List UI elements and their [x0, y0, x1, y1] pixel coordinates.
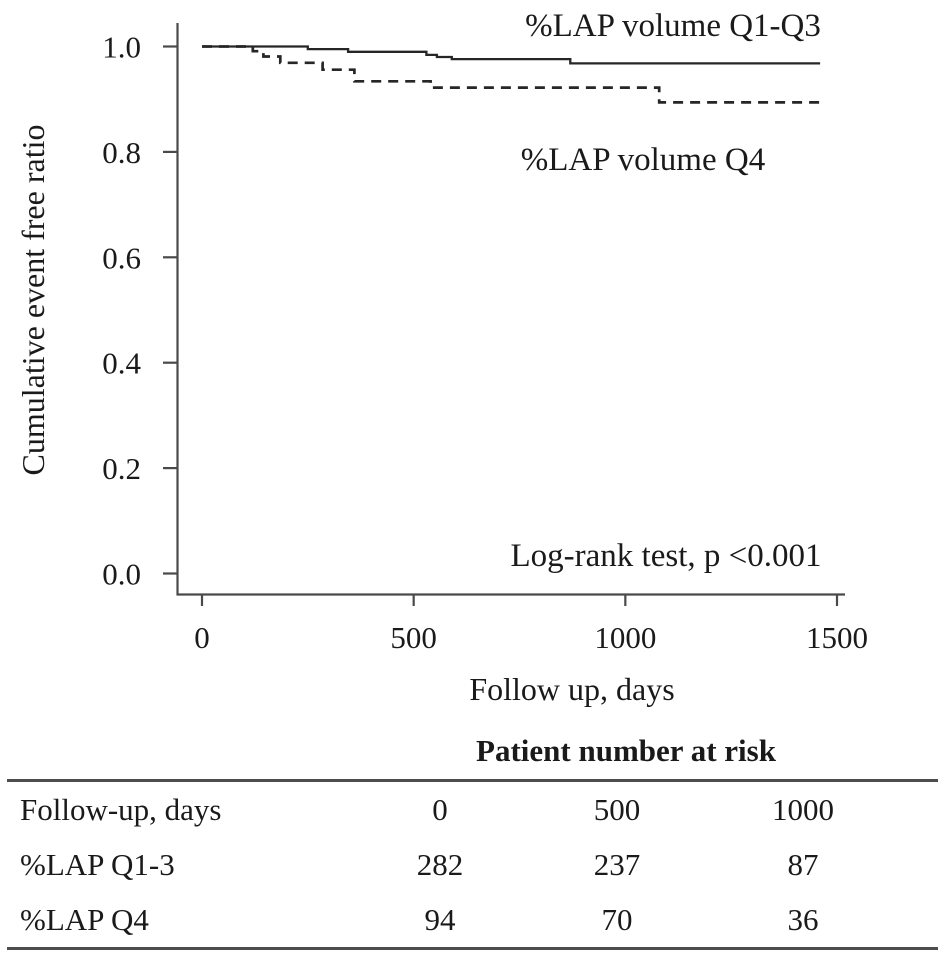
- x-tick-label: 1500: [806, 620, 868, 655]
- series-label-q4: %LAP volume Q4: [521, 142, 765, 178]
- risk-cell: 36: [787, 901, 819, 937]
- risk-table: Follow-up, days 0 500 1000 %LAP Q1-3 282…: [0, 782, 945, 947]
- risk-cell: 70: [601, 901, 633, 937]
- risk-cell: 500: [593, 791, 641, 827]
- table-bottom-rule: [7, 947, 938, 950]
- y-axis-title: Cumulative event free ratio: [15, 125, 51, 476]
- y-tick-label: 1.0: [102, 30, 141, 65]
- km-plot: 1.0 0.8 0.6 0.4 0.2 0.0 0 500 1000 1500 %LAP volu…: [15, 8, 868, 707]
- risk-row-label: Follow-up, days: [20, 791, 222, 827]
- y-tick-label: 0.8: [102, 135, 141, 170]
- risk-row-label: %LAP Q1-3: [20, 846, 175, 882]
- x-tick-label: 500: [390, 620, 437, 655]
- curves-layer: [202, 45, 821, 104]
- x-tick-label: 1000: [594, 620, 656, 655]
- y-tick-label: 0.0: [102, 557, 141, 592]
- km-chart: 1.0 0.8 0.6 0.4 0.2 0.0 0 500 1000 1500 %LAP volu…: [15, 8, 868, 707]
- x-tick-label: 0: [194, 620, 210, 655]
- risk-cell: 282: [416, 846, 464, 882]
- x-axis-title: Follow up, days: [469, 671, 674, 707]
- risk-cell: 0: [432, 791, 448, 827]
- km-curve-solid: [202, 45, 821, 65]
- km-curve-dashed: [202, 45, 821, 104]
- table-top-rule: [7, 779, 938, 782]
- y-tick-label: 0.6: [102, 240, 141, 275]
- risk-cell: 94: [424, 901, 456, 937]
- risk-cell: 87: [787, 846, 819, 882]
- y-tick-label: 0.2: [102, 451, 141, 486]
- y-tick-label: 0.4: [102, 346, 141, 381]
- risk-table-section: Patient number at risk Follow-up, days 0…: [0, 734, 945, 950]
- risk-row-label: %LAP Q4: [20, 901, 149, 937]
- risk-cell: 237: [593, 846, 641, 882]
- axes-layer: 1.0 0.8 0.6 0.4 0.2 0.0 0 500 1000 1500: [102, 23, 868, 655]
- risk-table-title: Patient number at risk: [476, 733, 776, 768]
- series-label-q1q3: %LAP volume Q1-Q3: [525, 8, 821, 44]
- logrank-annotation: Log-rank test, p <0.001: [511, 538, 822, 574]
- risk-cell: 1000: [772, 791, 834, 827]
